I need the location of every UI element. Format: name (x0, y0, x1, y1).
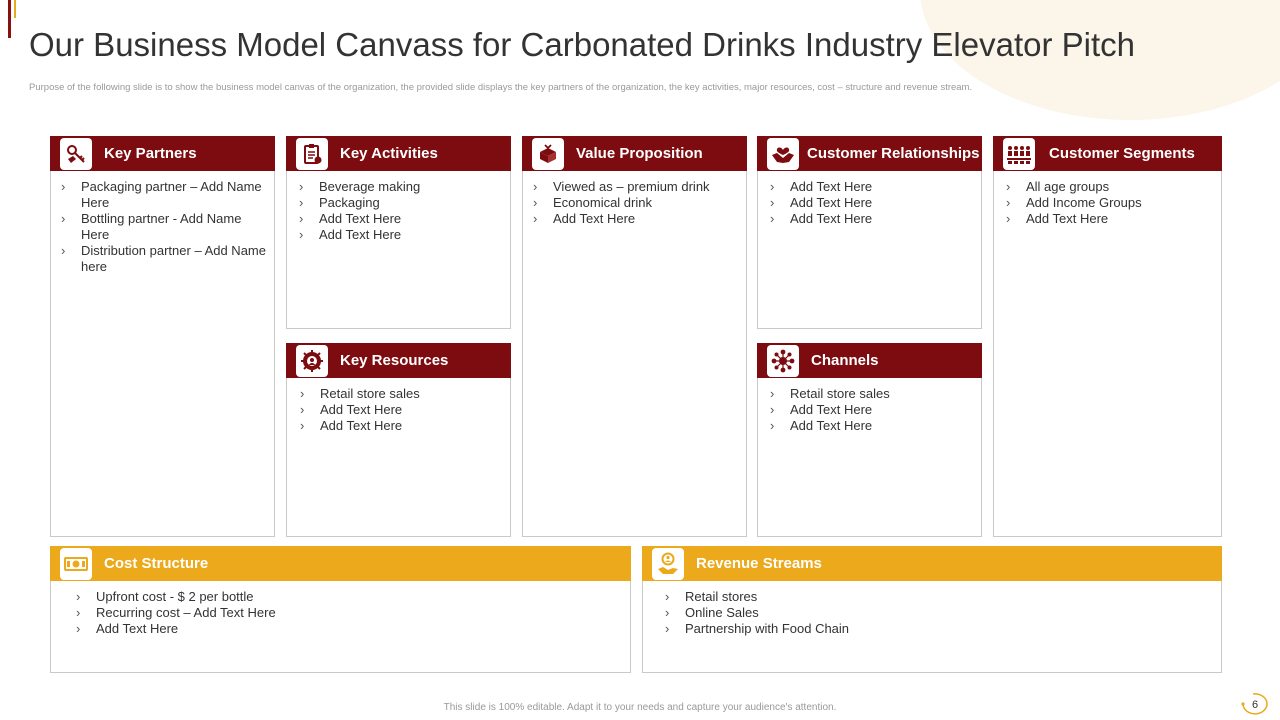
card-title: Channels (811, 352, 879, 369)
key-handshake-icon (60, 137, 92, 170)
card-revenue-streams[interactable]: Revenue Streams › Retail stores › Online S… (642, 546, 1222, 673)
list-item: › All age groups (1006, 179, 1110, 194)
list-item: › Add Text Here (770, 179, 873, 194)
card-header: Revenue Streams (642, 546, 1222, 581)
list-item: › Retail store sales (770, 386, 890, 401)
card-header: Key Activities (286, 136, 511, 171)
list-item: › Add Text Here (300, 418, 403, 433)
page-number-label: 6 (1251, 699, 1259, 711)
card-title: Customer Segments (1049, 145, 1195, 162)
corner-accent-bar (8, 0, 11, 38)
list-item: › Add Text Here (76, 621, 179, 636)
list-item: › Add Income Groups (1006, 195, 1142, 210)
card-channels[interactable]: Channels › Retail store sales › Add Text H… (757, 343, 982, 537)
card-title: Key Resources (340, 352, 449, 369)
card-key-activities[interactable]: Key Activities › Beverage making › Packagi… (286, 136, 511, 329)
card-title: Value Proposition (576, 145, 703, 162)
card-list: › Upfront cost - $ 2 per bottle › Recurrin… (76, 589, 622, 637)
gear-people-icon (296, 344, 328, 377)
card-list: › Retail stores › Online Sales › Partnershi… (665, 589, 1213, 637)
list-item: › Add Text Here (533, 211, 636, 226)
list-item: › Retail stores (665, 589, 758, 604)
card-header: Customer Segments (993, 136, 1222, 171)
card-header: Key Resources (286, 343, 511, 378)
card-value-proposition[interactable]: Value Proposition › Viewed as – premium d… (522, 136, 747, 537)
card-list: › Retail store sales › Add Text Here › Add … (770, 386, 973, 434)
people-group-icon (1003, 137, 1035, 170)
card-header: Value Proposition (522, 136, 747, 171)
card-key-resources[interactable]: Key Resources › Retail store sales › Add T… (286, 343, 511, 537)
card-title: Key Activities (340, 145, 438, 162)
handshake-heart-icon (767, 137, 799, 170)
list-item: › Viewed as – premium drink (533, 179, 710, 194)
page-number: 6 (1239, 693, 1271, 715)
network-nodes-icon (767, 344, 799, 377)
list-item: › Packaging (299, 195, 380, 210)
card-header: Cost Structure (50, 546, 631, 581)
list-item: › Bottling partner - Add Name Here (61, 211, 242, 242)
card-title: Cost Structure (104, 555, 209, 572)
list-item: › Add Text Here (770, 402, 873, 417)
card-header: Customer Relationships (757, 136, 982, 171)
list-item: › Add Text Here (1006, 211, 1109, 226)
list-item: › Upfront cost - $ 2 per bottle (76, 589, 254, 604)
list-item: › Partnership with Food Chain (665, 621, 850, 636)
list-item: › Retail store sales (300, 386, 420, 401)
card-header: Key Partners (50, 136, 275, 171)
page-subtitle: Purpose of the following slide is to sho… (29, 82, 973, 93)
card-list: › Packaging partner – Add Name Here › Bott… (61, 179, 266, 275)
gift-box-icon (532, 137, 564, 170)
card-list: › Viewed as – premium drink › Economical d… (533, 179, 738, 227)
list-item: › Add Text Here (299, 211, 402, 226)
card-customer-relationships[interactable]: Customer Relationships › Add Text Here › A… (757, 136, 982, 329)
card-list: › All age groups › Add Income Groups › Add … (1006, 179, 1213, 227)
footer-note: This slide is 100% editable. Adapt it to… (443, 702, 837, 713)
card-title: Customer Relationships (807, 145, 980, 162)
list-item: › Add Text Here (299, 227, 402, 242)
card-list: › Beverage making › Packaging › Add Text He… (299, 179, 502, 243)
card-customer-segments[interactable]: Customer Segments › All age groups › Add I… (993, 136, 1222, 537)
list-item: › Distribution partner – Add Name here (61, 243, 266, 274)
page-title: Our Business Model Canvass for Carbonate… (29, 26, 1135, 63)
list-item: › Recurring cost – Add Text Here (76, 605, 276, 620)
list-item: › Online Sales (665, 605, 759, 620)
card-title: Revenue Streams (696, 555, 822, 572)
list-item: › Add Text Here (770, 418, 873, 433)
card-header: Channels (757, 343, 982, 378)
list-item: › Add Text Here (770, 211, 873, 226)
money-bill-icon (60, 547, 92, 580)
list-item: › Economical drink (533, 195, 652, 210)
hand-coin-person-icon (652, 547, 684, 580)
corner-accent-bar-gold (14, 0, 16, 18)
list-item: › Add Text Here (300, 402, 403, 417)
card-title: Key Partners (104, 145, 197, 162)
card-list: › Retail store sales › Add Text Here › Add … (300, 386, 502, 434)
card-list: › Add Text Here › Add Text Here › Add Text … (770, 179, 973, 227)
card-key-partners[interactable]: Key Partners › Packaging partner – Add Na… (50, 136, 275, 537)
clipboard-checklist-icon (296, 137, 328, 170)
list-item: › Packaging partner – Add Name Here (61, 179, 262, 210)
list-item: › Add Text Here (770, 195, 873, 210)
list-item: › Beverage making (299, 179, 421, 194)
card-cost-structure[interactable]: Cost Structure › Upfront cost - $ 2 per b… (50, 546, 631, 673)
page-number-ring-icon (1241, 693, 1268, 715)
